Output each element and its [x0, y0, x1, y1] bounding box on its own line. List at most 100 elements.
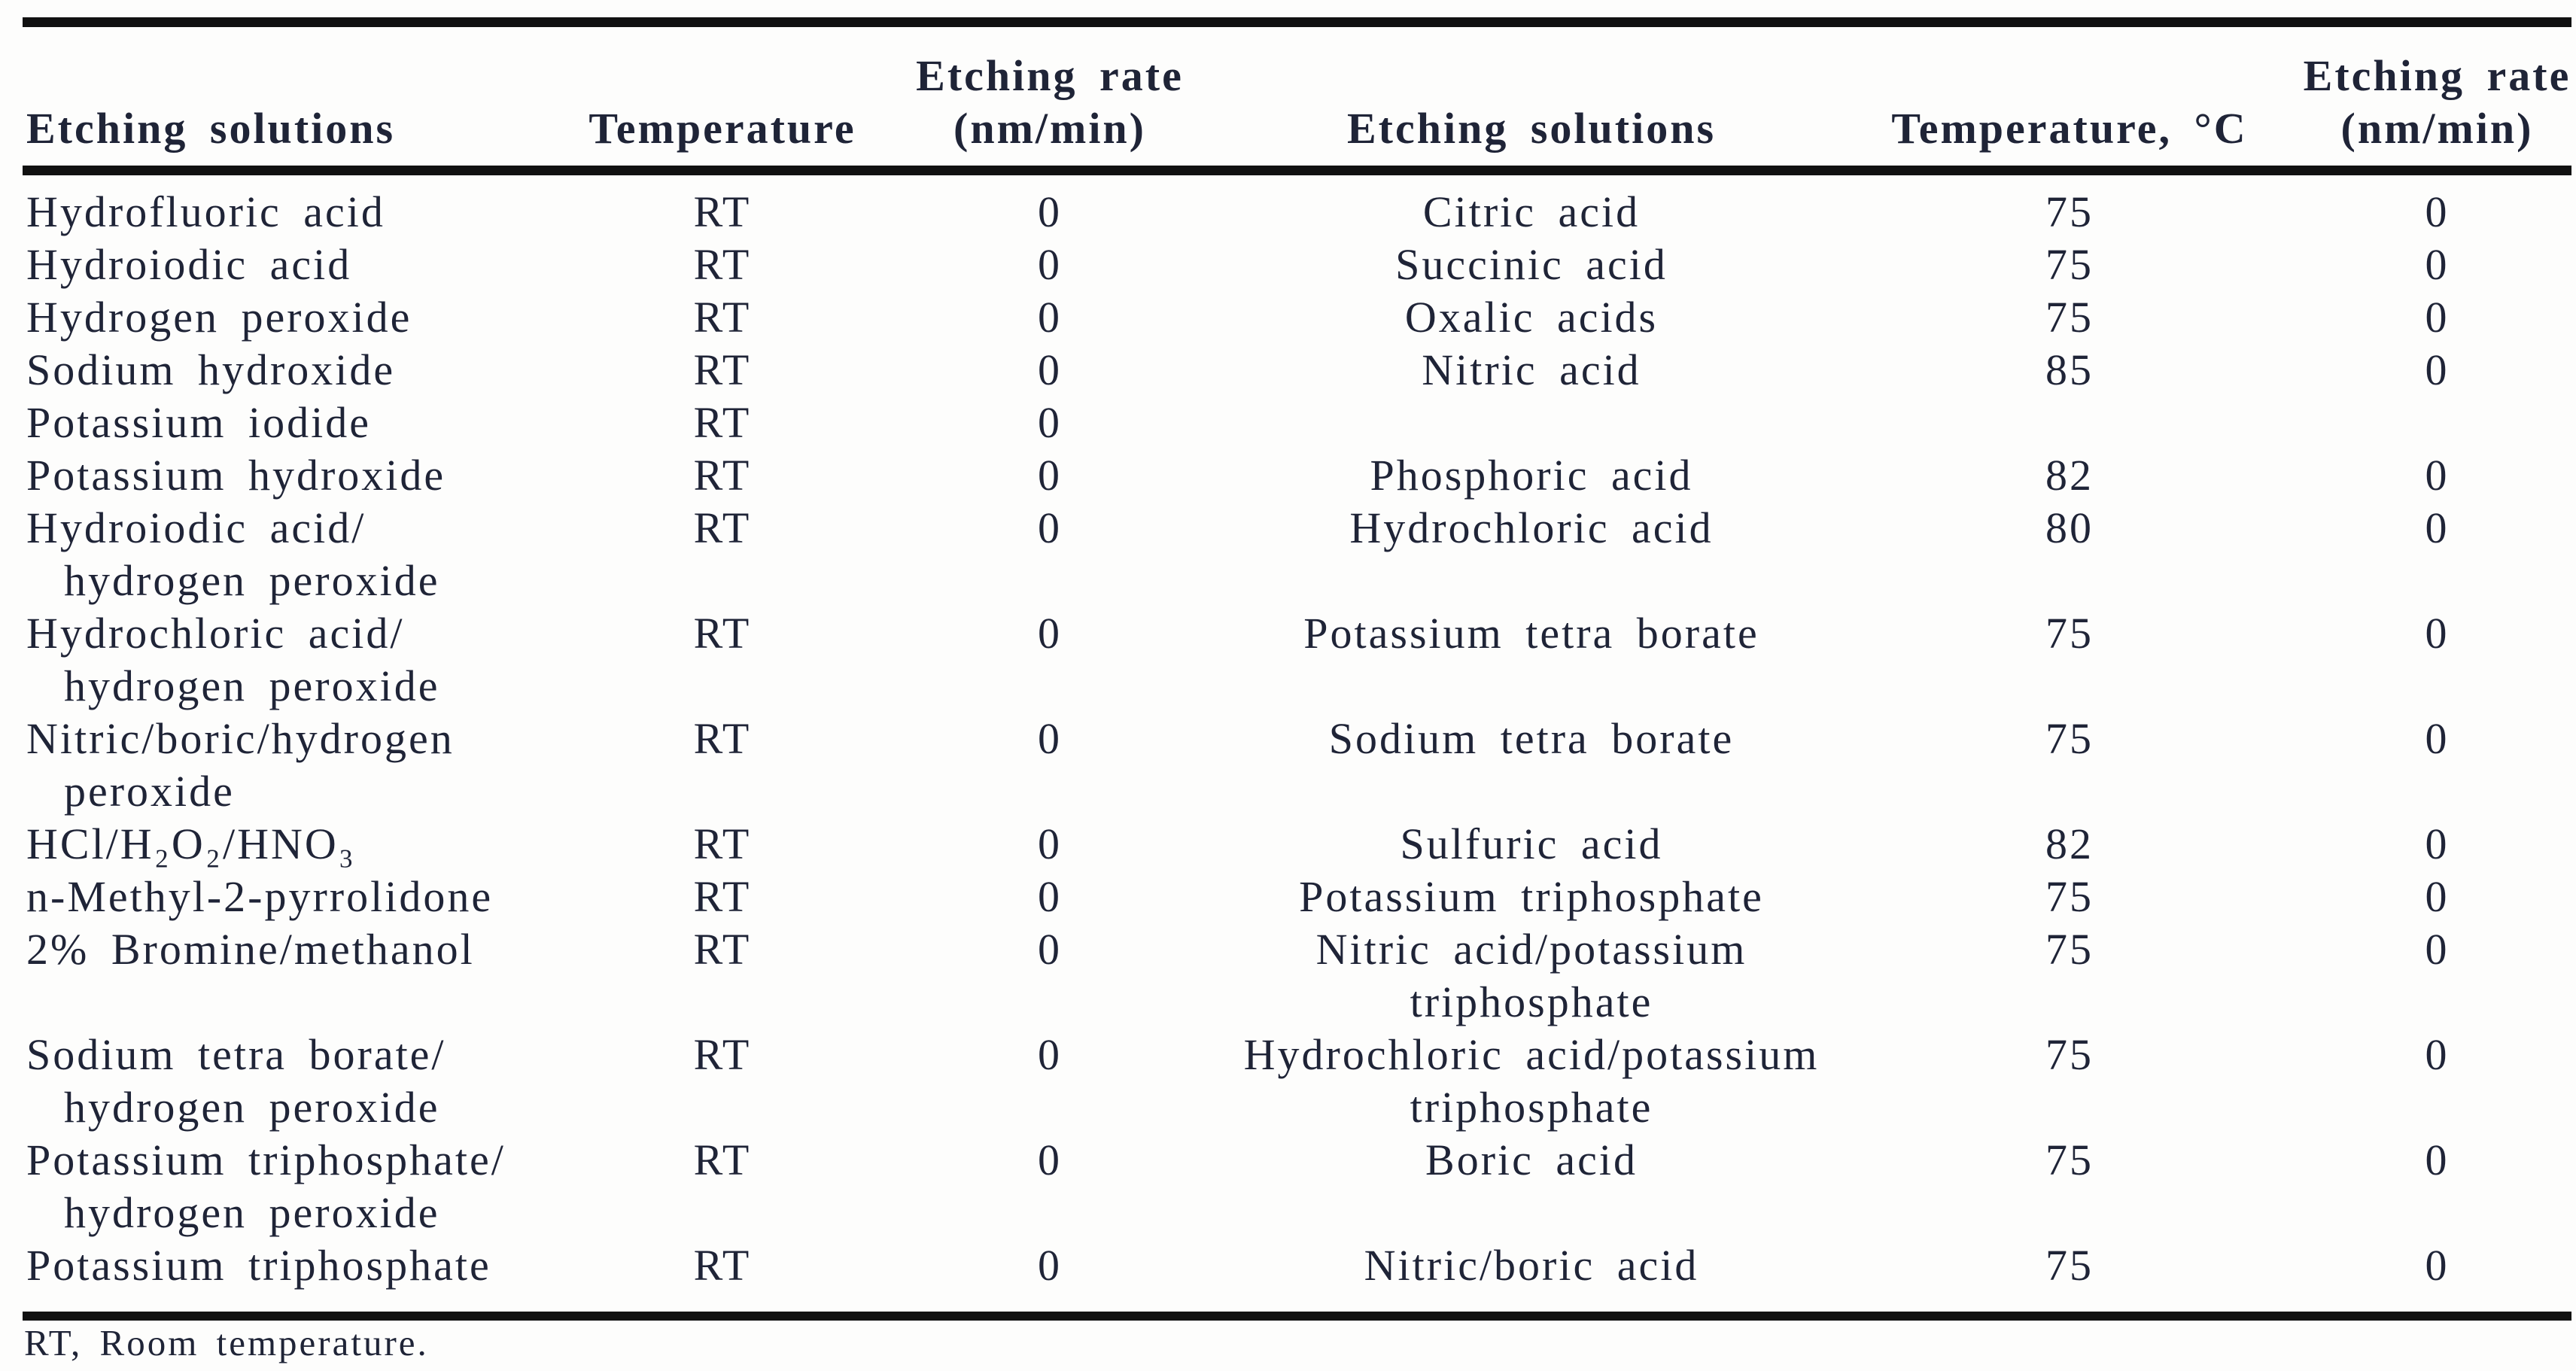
table-footnote: RT, Room temperature. [24, 1322, 429, 1363]
cell-solution-left: Nitric/boric/hydrogen peroxide [26, 714, 455, 816]
cell-temperature-left: RT [693, 398, 752, 447]
cell-rate-left: 0 [1038, 819, 1062, 868]
cell-solution-left: Hydroiodic acid/ hydrogen peroxide [26, 503, 440, 605]
cell-temperature-left: RT [693, 240, 752, 289]
cell-solution-left: Hydrochloric acid/ hydrogen peroxide [26, 609, 440, 710]
cell-temperature-right: 82 [2045, 819, 2094, 868]
cell-rate-left: 0 [1038, 714, 1062, 763]
cell-temperature-right: 75 [2045, 925, 2094, 974]
cell-solution-right: Boric acid [1425, 1135, 1638, 1184]
cell-rate-left: 0 [1038, 1241, 1062, 1290]
cell-temperature-right: 75 [2045, 714, 2094, 763]
cell-rate-right: 0 [2425, 1030, 2450, 1079]
cell-solution-right: Nitric acid [1422, 345, 1641, 394]
cell-solution-left: Sodium tetra borate/ hydrogen peroxide [26, 1030, 446, 1132]
table-row: Hydroiodic acid RT 0 Succinic acid 75 0 [23, 239, 2571, 291]
col-header-temperature-left: Temperature [572, 22, 873, 175]
cell-solution-left: Hydroiodic acid [26, 240, 352, 289]
cell-temperature-left: RT [693, 872, 752, 921]
cell-rate-right: 0 [2425, 872, 2450, 921]
table-row: Potassium triphosphate RT 0 Nitric/boric… [23, 1239, 2571, 1316]
etching-rates-table: Etching solutions Temperature Etching ra… [23, 17, 2571, 1321]
cell-solution-left: Potassium iodide [26, 398, 371, 447]
col-header-etching-rate-left: Etching rate (nm/min) [873, 22, 1227, 175]
cell-solution-right: Succinic acid [1395, 240, 1668, 289]
cell-solution-left: Hydrogen peroxide [26, 293, 412, 342]
cell-solution-right: Citric acid [1422, 187, 1641, 236]
col-header-etching-rate-right: Etching rate (nm/min) [2303, 22, 2571, 175]
cell-rate-left: 0 [1038, 1135, 1062, 1184]
cell-rate-left: 0 [1038, 1030, 1062, 1079]
cell-temperature-right: 75 [2045, 872, 2094, 921]
col-header-temperature-right: Temperature, °C [1836, 22, 2303, 175]
cell-temperature-left: RT [693, 1030, 752, 1079]
cell-solution-right: Potassium triphosphate [1299, 872, 1764, 921]
cell-temperature-left: RT [693, 1241, 752, 1290]
table-row: Potassium hydroxide RT 0 Phosphoric acid… [23, 449, 2571, 502]
cell-temperature-left: RT [693, 714, 752, 763]
cell-rate-left: 0 [1038, 503, 1062, 552]
cell-rate-right: 0 [2425, 609, 2450, 658]
cell-temperature-right: 75 [2045, 240, 2094, 289]
cell-rate-right: 0 [2425, 345, 2450, 394]
table-row: Hydroiodic acid/ hydrogen peroxide RT 0 … [23, 502, 2571, 607]
cell-rate-left: 0 [1038, 240, 1062, 289]
cell-temperature-right: 85 [2045, 345, 2094, 394]
table-row: Hydrogen peroxide RT 0 Oxalic acids 75 0 [23, 291, 2571, 344]
table-body: Hydrofluoric acid RT 0 Citric acid 75 0 … [23, 171, 2571, 1317]
cell-rate-right: 0 [2425, 714, 2450, 763]
cell-rate-right: 0 [2425, 451, 2450, 500]
cell-temperature-right: 75 [2045, 609, 2094, 658]
cell-solution-right: Hydrochloric acid [1349, 503, 1714, 552]
cell-rate-left: 0 [1038, 609, 1062, 658]
cell-temperature-left: RT [693, 925, 752, 974]
table-row: Sodium hydroxide RT 0 Nitric acid 85 0 [23, 344, 2571, 397]
cell-solution-right: Sulfuric acid [1400, 819, 1663, 868]
cell-rate-right [2303, 397, 2571, 449]
cell-solution-left: Sodium hydroxide [26, 345, 396, 394]
table-row: Potassium iodide RT 0 [23, 397, 2571, 449]
cell-temperature-left: RT [693, 819, 752, 868]
cell-rate-left: 0 [1038, 925, 1062, 974]
cell-solution-left: Potassium hydroxide [26, 451, 446, 500]
cell-solution-right: Oxalic acids [1404, 293, 1659, 342]
cell-temperature-right: 75 [2045, 1135, 2094, 1184]
table-row: n-Methyl-2-pyrrolidone RT 0 Potassium tr… [23, 871, 2571, 923]
cell-rate-right: 0 [2425, 1135, 2450, 1184]
cell-temperature-left: RT [693, 609, 752, 658]
cell-rate-left: 0 [1038, 398, 1062, 447]
cell-temperature-right: 80 [2045, 503, 2094, 552]
cell-temperature-left: RT [693, 293, 752, 342]
table-row: HCl/H₂O₂/HNO₃ RT 0 Sulfuric acid 82 0 [23, 818, 2571, 871]
cell-solution-right: Nitric/boric acid [1364, 1241, 1699, 1290]
cell-temperature-left: RT [693, 1135, 752, 1184]
cell-solution-right: Hydrochloric acid/potassium triphosphate [1243, 1030, 1820, 1132]
cell-solution-left: HCl/H₂O₂/HNO₃ [26, 819, 357, 868]
cell-rate-right: 0 [2425, 819, 2450, 868]
cell-solution-left: Potassium triphosphate [26, 1241, 491, 1290]
cell-solution-right [1227, 397, 1836, 449]
cell-temperature-left: RT [693, 345, 752, 394]
table-row: Hydrochloric acid/ hydrogen peroxide RT … [23, 607, 2571, 713]
cell-solution-left: n-Methyl-2-pyrrolidone [26, 872, 494, 921]
cell-temperature-right: 75 [2045, 1241, 2094, 1290]
cell-solution-left: Potassium triphosphate/ hydrogen peroxid… [26, 1135, 506, 1237]
cell-solution-right: Potassium tetra borate [1303, 609, 1759, 658]
cell-temperature-right: 82 [2045, 451, 2094, 500]
cell-solution-right: Phosphoric acid [1370, 451, 1693, 500]
table-row: Hydrofluoric acid RT 0 Citric acid 75 0 [23, 171, 2571, 239]
cell-temperature-right: 75 [2045, 293, 2094, 342]
header-row: Etching solutions Temperature Etching ra… [23, 22, 2571, 175]
cell-rate-left: 0 [1038, 451, 1062, 500]
cell-rate-left: 0 [1038, 872, 1062, 921]
cell-temperature-right: 75 [2045, 1030, 2094, 1079]
cell-rate-right: 0 [2425, 925, 2450, 974]
cell-rate-right: 0 [2425, 293, 2450, 342]
cell-rate-right: 0 [2425, 503, 2450, 552]
col-header-etching-solutions-left: Etching solutions [23, 22, 572, 175]
cell-rate-left: 0 [1038, 293, 1062, 342]
table-row: Sodium tetra borate/ hydrogen peroxide R… [23, 1029, 2571, 1134]
cell-solution-left: 2% Bromine/methanol [26, 925, 475, 974]
col-header-etching-solutions-right: Etching solutions [1227, 22, 1836, 175]
